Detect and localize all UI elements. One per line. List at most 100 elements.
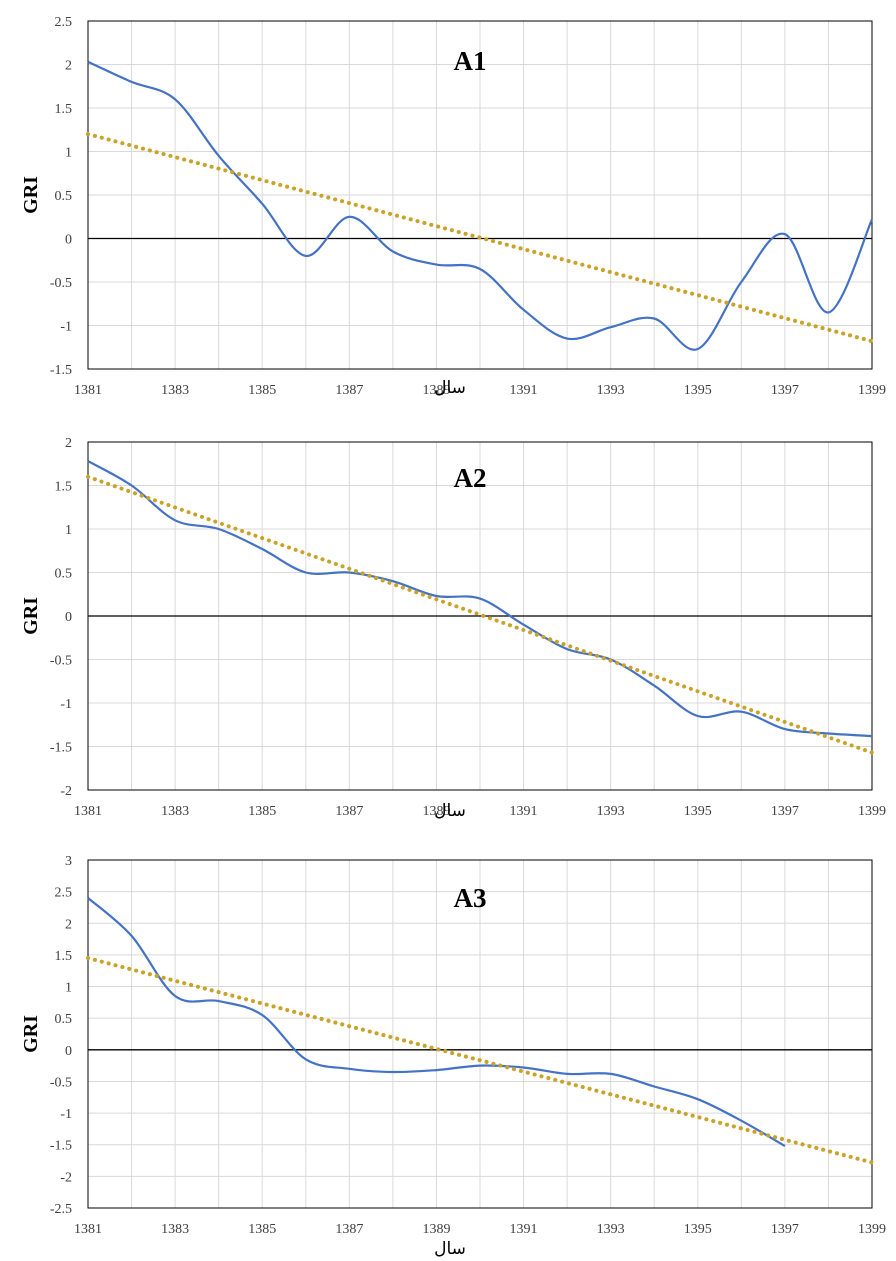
y-tick-label: -1 bbox=[60, 697, 72, 712]
x-tick-label: 1387 bbox=[335, 383, 363, 398]
x-axis-label: سال bbox=[434, 378, 466, 398]
x-tick-label: 1389 bbox=[422, 1222, 450, 1237]
data-point bbox=[741, 1120, 742, 1121]
x-tick-label: 1393 bbox=[597, 383, 625, 398]
data-point bbox=[784, 729, 785, 730]
y-tick-label: -0.5 bbox=[50, 654, 72, 669]
plot-area bbox=[87, 20, 873, 370]
data-point bbox=[523, 624, 524, 625]
x-tick-label: 1387 bbox=[335, 1222, 363, 1237]
x-tick-label: 1397 bbox=[771, 804, 799, 819]
data-point bbox=[654, 318, 655, 319]
x-tick-label: 1399 bbox=[858, 1222, 886, 1237]
data-point bbox=[131, 81, 132, 82]
data-point bbox=[218, 1000, 219, 1001]
x-tick-label: 1391 bbox=[510, 804, 538, 819]
y-tick-label: 2 bbox=[65, 59, 72, 74]
y-tick-label: 0 bbox=[65, 233, 72, 248]
y-tick-label: 1.5 bbox=[55, 480, 73, 495]
chart-title: A1 bbox=[454, 46, 487, 76]
data-point bbox=[87, 461, 88, 462]
data-point bbox=[436, 1069, 437, 1070]
x-tick-label: 1385 bbox=[248, 804, 276, 819]
data-point bbox=[523, 1067, 524, 1068]
x-tick-label: 1383 bbox=[161, 804, 189, 819]
data-point bbox=[610, 327, 611, 328]
x-tick-label: 1399 bbox=[858, 804, 886, 819]
x-tick-label: 1381 bbox=[74, 804, 102, 819]
y-tick-label: 1 bbox=[65, 981, 72, 996]
data-point bbox=[392, 581, 393, 582]
data-point bbox=[262, 203, 263, 204]
x-tick-label: 1381 bbox=[74, 1222, 102, 1237]
x-tick-label: 1381 bbox=[74, 383, 102, 398]
y-tick-label: 1.5 bbox=[55, 102, 73, 117]
trend-line bbox=[86, 132, 874, 344]
data-point bbox=[567, 1073, 568, 1074]
data-point bbox=[175, 995, 176, 996]
data-point bbox=[871, 219, 872, 220]
x-tick-label: 1383 bbox=[161, 1222, 189, 1237]
data-point bbox=[305, 572, 306, 573]
data-point bbox=[610, 1073, 611, 1074]
data-point bbox=[828, 312, 829, 313]
y-tick-label: 2.5 bbox=[55, 886, 73, 901]
data-point bbox=[697, 348, 698, 349]
x-tick-label: 1385 bbox=[248, 1222, 276, 1237]
data-point bbox=[87, 61, 88, 62]
data-point bbox=[697, 715, 698, 716]
y-tick-label: 0 bbox=[65, 610, 72, 625]
data-point bbox=[654, 1086, 655, 1087]
data-point bbox=[87, 897, 88, 898]
x-tick-label: 1395 bbox=[684, 804, 712, 819]
x-tick-label: 1397 bbox=[771, 1222, 799, 1237]
data-point bbox=[567, 338, 568, 339]
data-point bbox=[349, 572, 350, 573]
data-point bbox=[349, 1068, 350, 1069]
y-tick-label: 0.5 bbox=[55, 1012, 73, 1027]
x-axis-label: سال bbox=[434, 801, 466, 821]
data-point bbox=[392, 1071, 393, 1072]
y-tick-label: -1.5 bbox=[50, 741, 72, 756]
y-tick-label: -1 bbox=[60, 1107, 72, 1122]
data-point bbox=[218, 528, 219, 529]
y-tick-label: 2 bbox=[65, 917, 72, 932]
y-tick-label: 2.5 bbox=[55, 15, 73, 30]
data-point bbox=[567, 648, 568, 649]
y-tick-label: 1.5 bbox=[55, 949, 73, 964]
data-point bbox=[305, 255, 306, 256]
y-tick-label: -0.5 bbox=[50, 1075, 72, 1090]
y-tick-label: -0.5 bbox=[50, 276, 72, 291]
y-axis-label: GRI bbox=[20, 176, 42, 214]
data-point bbox=[262, 1014, 263, 1015]
data-point bbox=[392, 251, 393, 252]
gri-series-line bbox=[87, 897, 786, 1147]
data-point bbox=[871, 735, 872, 736]
y-tick-label: -2 bbox=[60, 784, 72, 799]
chart-title: A2 bbox=[454, 463, 487, 493]
x-tick-label: 1389 bbox=[422, 383, 450, 398]
data-point bbox=[523, 309, 524, 310]
data-point bbox=[784, 1145, 785, 1146]
data-point bbox=[828, 733, 829, 734]
plot-area bbox=[87, 441, 873, 791]
trend-line bbox=[86, 956, 874, 1165]
data-point bbox=[131, 485, 132, 486]
x-tick-label: 1397 bbox=[771, 383, 799, 398]
data-point bbox=[479, 598, 480, 599]
data-point bbox=[262, 548, 263, 549]
data-point bbox=[305, 1059, 306, 1060]
data-point bbox=[479, 268, 480, 269]
data-point bbox=[175, 99, 176, 100]
gri-series-line bbox=[87, 60, 873, 351]
y-tick-label: 1 bbox=[65, 146, 72, 161]
x-tick-label: 1393 bbox=[597, 1222, 625, 1237]
chart-title: A3 bbox=[454, 883, 487, 913]
plot-area bbox=[87, 859, 873, 1209]
y-tick-label: 1 bbox=[65, 523, 72, 538]
y-tick-label: 0 bbox=[65, 1044, 72, 1059]
data-point bbox=[131, 935, 132, 936]
x-tick-label: 1391 bbox=[510, 383, 538, 398]
